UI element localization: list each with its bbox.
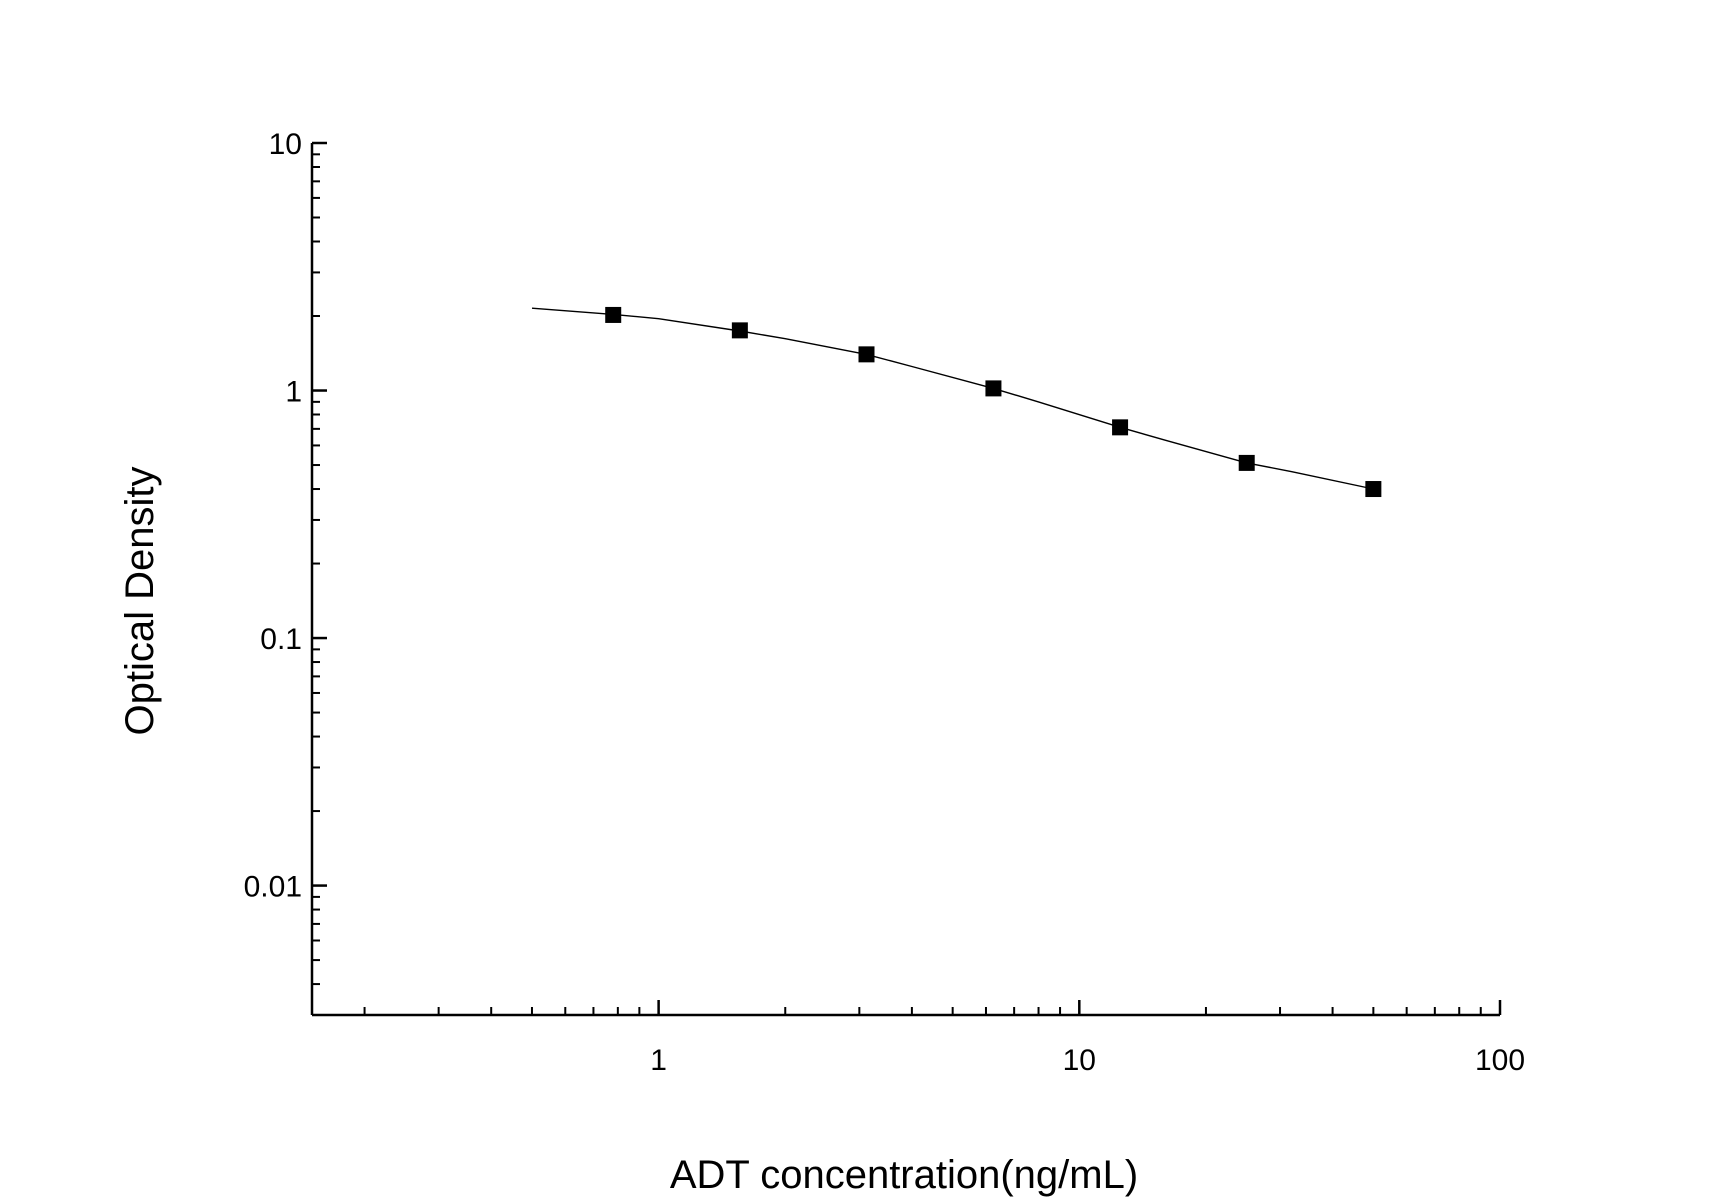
data-point xyxy=(858,346,875,363)
x-tick-label: 10 xyxy=(1063,1044,1096,1077)
data-point xyxy=(985,380,1002,397)
major-ticks xyxy=(312,141,1502,1015)
tick-labels: 1 10 100 10 1 0.1 0.01 xyxy=(244,128,1525,1077)
data-point xyxy=(731,322,748,339)
minor-ticks xyxy=(312,153,1482,1016)
x-tick-label: 1 xyxy=(650,1044,667,1077)
data-point xyxy=(605,306,622,323)
y-tick-label: 1 xyxy=(285,376,302,409)
y-axis-title: Optical Density xyxy=(118,467,162,736)
axes xyxy=(310,143,1500,1017)
fit-curve xyxy=(531,307,1374,490)
data-point xyxy=(1112,419,1129,436)
x-tick-label: 100 xyxy=(1475,1044,1525,1077)
y-tick-label: 0.01 xyxy=(244,871,302,904)
y-tick-label: 10 xyxy=(269,128,302,161)
data-point xyxy=(1365,481,1382,498)
y-tick-label: 0.1 xyxy=(260,623,302,656)
data-points xyxy=(605,306,1382,498)
data-point xyxy=(1238,454,1255,471)
x-axis-title: ADT concentration(ng/mL) xyxy=(670,1153,1138,1197)
